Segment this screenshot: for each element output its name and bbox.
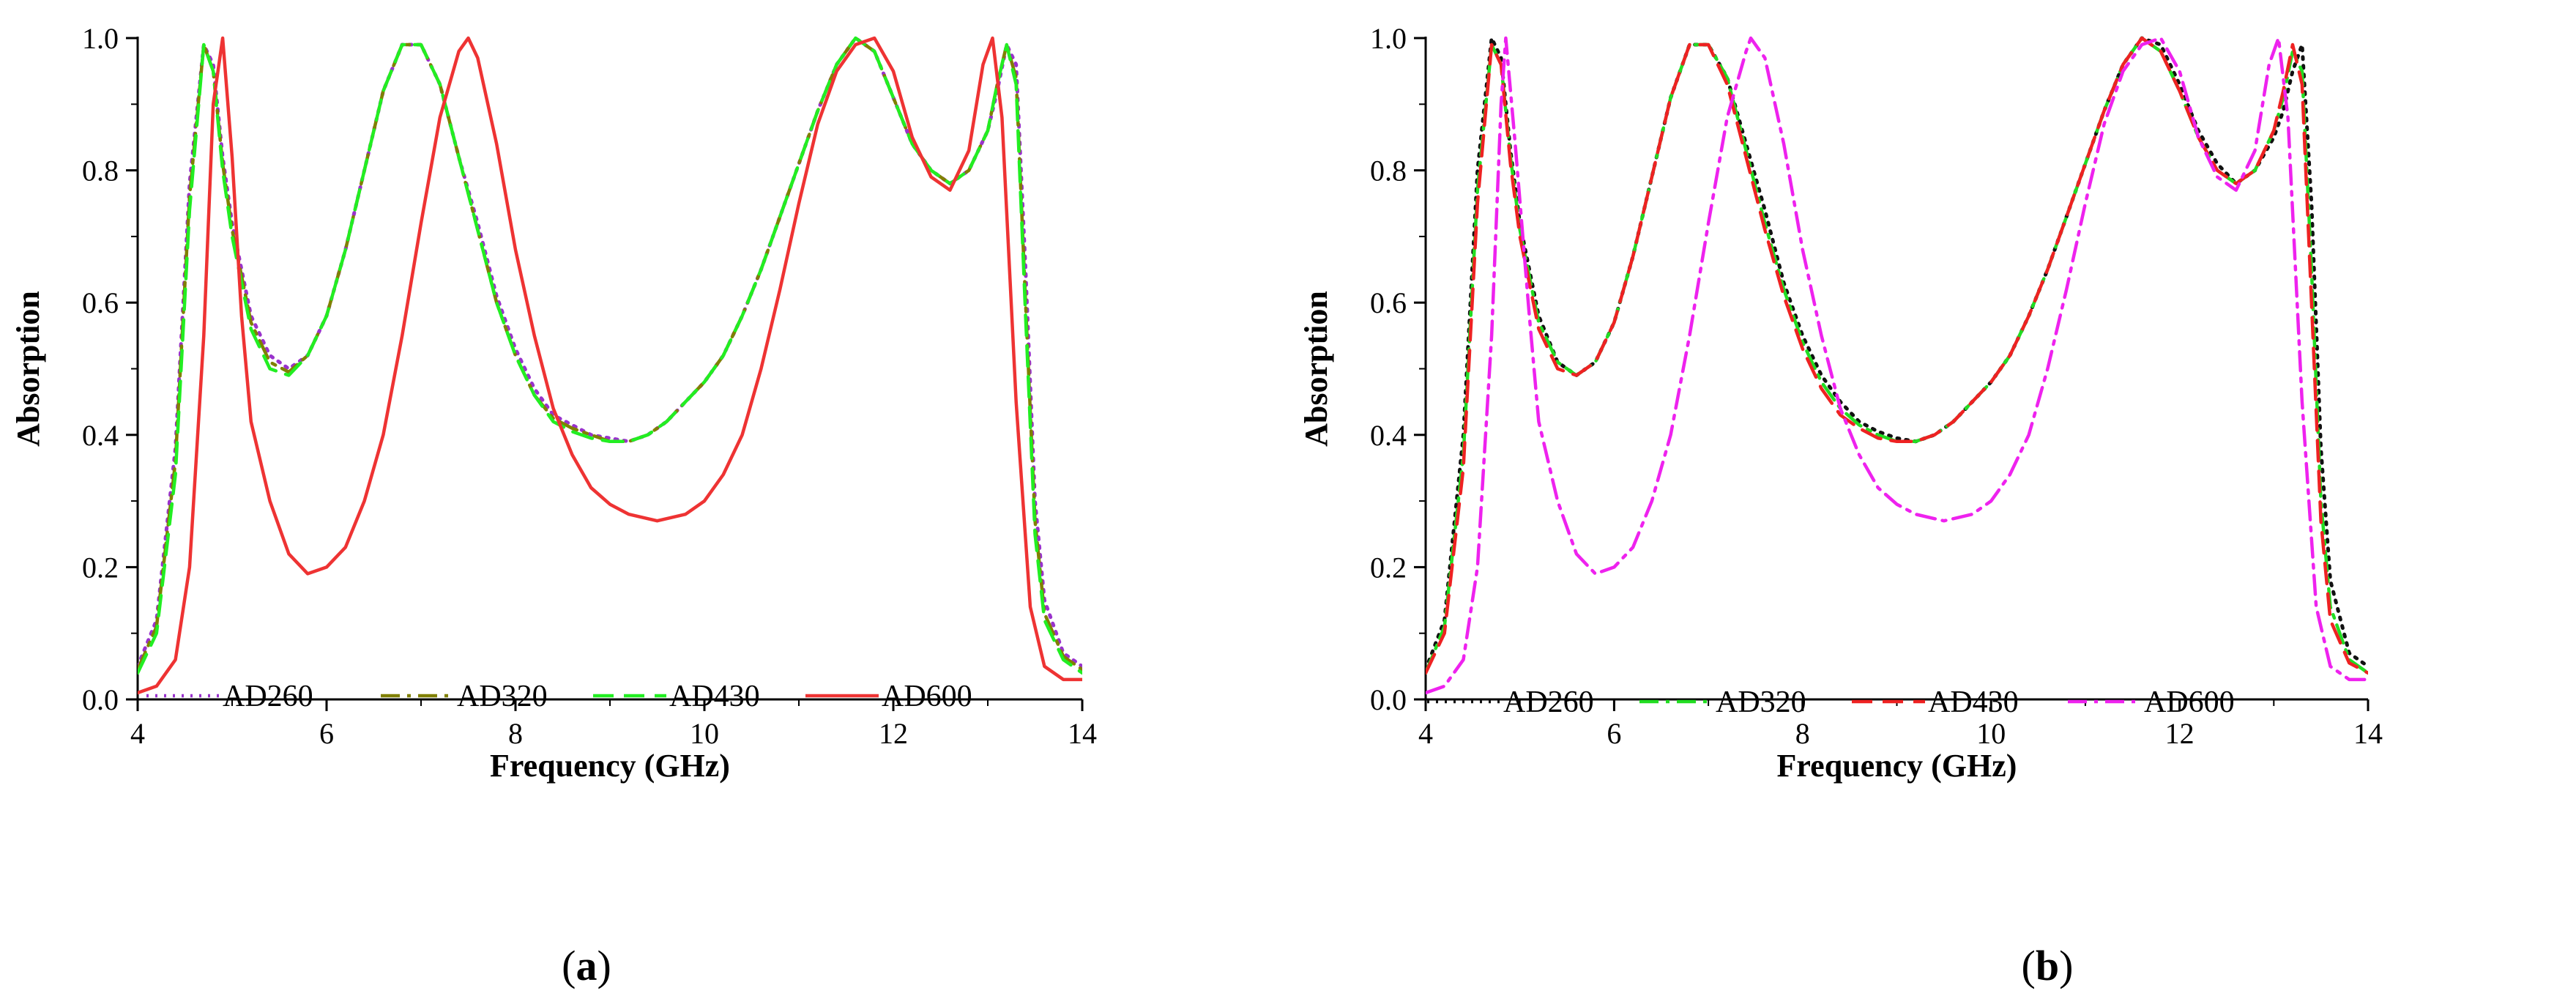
y-tick-label: 0.2 [1370, 551, 1407, 584]
legend-label-ad600: AD600 [2144, 685, 2235, 719]
absorption-chart-a: 4 6 8 10 12 14 0.0 0.2 0.4 0.6 0.8 1.0 Frequency (GH… [10, 22, 1097, 784]
series-line-ad260 [138, 36, 1082, 669]
legend: AD260 AD320 AD430 AD600 [1427, 685, 2235, 719]
x-tick-label: 8 [1795, 717, 1810, 750]
y-tick-label: 0.4 [82, 419, 119, 452]
series-line-ad320 [1426, 36, 2368, 675]
series-line-ad430 [138, 36, 1082, 675]
caption-b-open: ( [2021, 942, 2036, 989]
y-tick-label: 0.6 [1370, 286, 1407, 319]
y-tick-label: 0.2 [82, 551, 119, 584]
x-tick-label: 14 [1068, 717, 1097, 750]
legend-label-ad260: AD260 [223, 680, 313, 713]
y-tick-label: 0.8 [82, 155, 119, 187]
x-axis-title: Frequency (GHz) [490, 748, 730, 784]
x-tick-label: 14 [2353, 717, 2383, 750]
legend: AD260 AD320 AD430 AD600 [146, 680, 972, 713]
y-tick-label: 1.0 [82, 22, 119, 55]
y-tick-label: 0.6 [82, 286, 119, 319]
series-line-ad600 [1426, 36, 2368, 695]
legend-label-ad320: AD320 [457, 680, 548, 713]
x-tick-label: 4 [130, 717, 145, 750]
chart-panel-a: 4 6 8 10 12 14 0.0 0.2 0.4 0.6 0.8 1.0 Frequency (GH… [10, 22, 1097, 784]
y-tick-label: 0.0 [1370, 683, 1407, 716]
caption-b-close: ) [2059, 942, 2074, 989]
caption-a-open: ( [562, 942, 576, 989]
absorption-chart-b: 4 6 8 10 12 14 0.0 0.2 0.4 0.6 0.8 1.0 Frequency (GH… [1298, 22, 2383, 784]
x-tick-label: 6 [319, 717, 334, 750]
x-axis-title: Frequency (GHz) [1777, 748, 2017, 784]
x-tick-label: 10 [1976, 717, 2006, 750]
series-group [138, 36, 1082, 695]
legend-label-ad430: AD430 [1928, 685, 2019, 719]
caption-b: (b) [1974, 941, 2121, 990]
x-tick-label: 6 [1607, 717, 1621, 750]
chart-panel-b: 4 6 8 10 12 14 0.0 0.2 0.4 0.6 0.8 1.0 Frequency (GH… [1288, 0, 2576, 1007]
y-tick-label: 0.0 [82, 683, 119, 716]
legend-label-ad260: AD260 [1503, 685, 1594, 719]
y-tick-label: 1.0 [1370, 22, 1407, 55]
caption-a: (a) [513, 941, 660, 990]
series-line-ad320 [138, 36, 1082, 672]
x-tick-label: 8 [508, 717, 523, 750]
caption-b-label: b [2035, 942, 2060, 989]
plot-area: 4 6 8 10 12 14 0.0 0.2 0.4 0.6 0.8 1.0 Frequency (GH… [1298, 22, 2383, 784]
x-tick-label: 4 [1418, 717, 1433, 750]
series-group [1426, 36, 2368, 695]
series-line-ad600 [138, 36, 1082, 695]
y-tick-label: 0.8 [1370, 155, 1407, 187]
legend-label-ad320: AD320 [1716, 685, 1806, 719]
x-tick-label: 12 [879, 717, 908, 750]
y-axis-title: Absorption [10, 291, 46, 447]
y-axis-title: Absorption [1298, 291, 1334, 447]
plot-area: 4 6 8 10 12 14 0.0 0.2 0.4 0.6 0.8 1.0 Frequency (GH… [10, 22, 1097, 784]
x-tick-label: 12 [2165, 717, 2195, 750]
y-tick-label: 0.4 [1370, 419, 1407, 452]
legend-label-ad600: AD600 [882, 680, 972, 713]
x-tick-label: 10 [690, 717, 719, 750]
series-line-ad430 [1426, 36, 2368, 675]
series-line-ad260 [1426, 36, 2368, 672]
legend-label-ad430: AD430 [669, 680, 760, 713]
caption-a-close: ) [597, 942, 611, 989]
caption-a-label: a [576, 942, 598, 989]
